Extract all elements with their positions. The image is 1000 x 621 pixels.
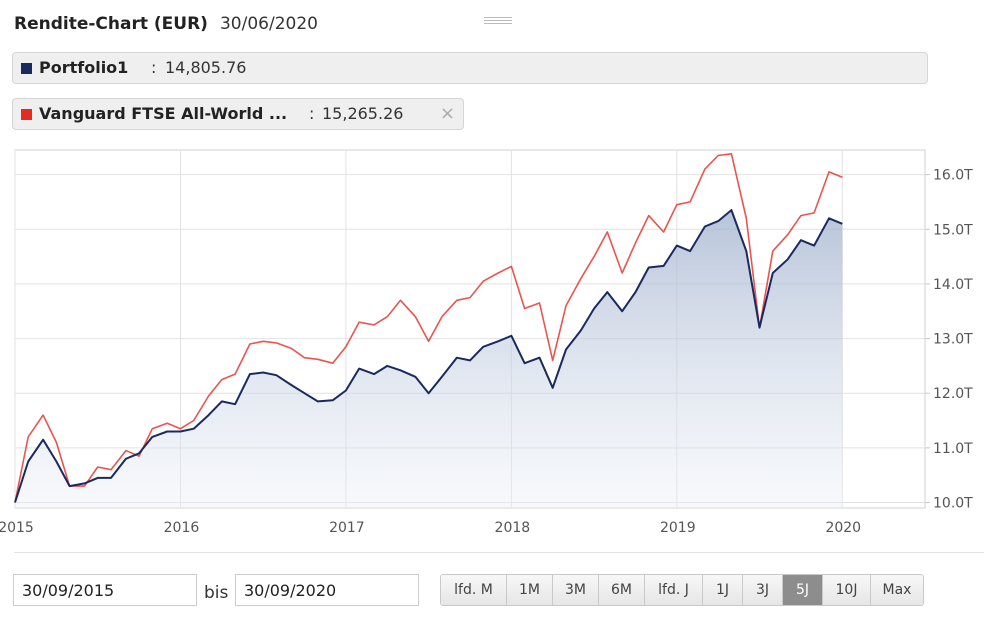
range-button-1j[interactable]: 1J <box>703 575 743 605</box>
x-tick-label: 2016 <box>164 520 200 536</box>
y-tick-label: 16.0T <box>933 168 973 184</box>
divider <box>14 552 984 553</box>
y-tick-label: 14.0T <box>933 277 973 293</box>
range-button-lfd-m[interactable]: lfd. M <box>441 575 507 605</box>
range-button-max[interactable]: Max <box>871 575 923 605</box>
legend-vanguard[interactable]: Vanguard FTSE All-World ... : 15,265.26 … <box>12 98 464 130</box>
x-tick-label: 2018 <box>495 520 531 536</box>
y-tick-label: 11.0T <box>933 441 973 457</box>
chart-title: Rendite-Chart (EUR) <box>14 14 208 34</box>
legend-portfolio1[interactable]: Portfolio1 : 14,805.76 <box>12 52 928 84</box>
chart-area: 10.0T 11.0T 12.0T 13.0T 14.0T 15.0T 16.0T 2015 2… <box>0 140 1000 550</box>
range-button-3m[interactable]: 3M <box>553 575 599 605</box>
range-selector: lfd. M 1M 3M 6M lfd. J 1J 3J 5J 10J Max <box>440 574 924 606</box>
legend-series-name: Portfolio1 <box>39 58 129 77</box>
between-label: bis <box>204 583 229 603</box>
close-icon[interactable]: × <box>439 103 455 124</box>
legend-separator: : <box>309 104 315 123</box>
y-tick-label: 15.0T <box>933 222 973 238</box>
series-area-portfolio1 <box>15 210 843 508</box>
chart-header: Rendite-Chart (EUR) 30/06/2020 <box>14 14 318 34</box>
x-tick-label: 2019 <box>660 520 696 536</box>
legend-series-value: 15,265.26 <box>322 104 404 123</box>
range-button-3j[interactable]: 3J <box>743 575 783 605</box>
range-button-1m[interactable]: 1M <box>507 575 553 605</box>
range-button-5j[interactable]: 5J <box>783 575 823 605</box>
line-chart: 10.0T 11.0T 12.0T 13.0T 14.0T 15.0T 16.0T 2015 2… <box>0 149 973 536</box>
legend-series-value: 14,805.76 <box>165 58 247 77</box>
y-tick-label: 10.0T <box>933 496 973 512</box>
x-tick-label: 2017 <box>329 520 365 536</box>
series-color-square-icon <box>21 63 32 74</box>
from-date-input[interactable] <box>13 574 197 606</box>
y-tick-label: 12.0T <box>933 386 973 402</box>
series-line-portfolio1 <box>14 209 843 503</box>
x-tick-label: 2015 <box>0 520 34 536</box>
range-button-6m[interactable]: 6M <box>599 575 645 605</box>
range-button-10j[interactable]: 10J <box>823 575 871 605</box>
series-color-square-icon <box>21 109 32 120</box>
x-tick-label: 2020 <box>825 520 861 536</box>
y-tick-label: 13.0T <box>933 332 973 348</box>
legend-separator: : <box>151 58 157 77</box>
series-line-vanguard-ftse-all-world <box>14 153 843 503</box>
legend-series-name: Vanguard FTSE All-World ... <box>39 104 288 123</box>
chart-date: 30/06/2020 <box>219 14 318 34</box>
range-button-lfd-j[interactable]: lfd. J <box>645 575 703 605</box>
to-date-input[interactable] <box>235 574 419 606</box>
drag-handle-icon[interactable] <box>484 17 512 25</box>
